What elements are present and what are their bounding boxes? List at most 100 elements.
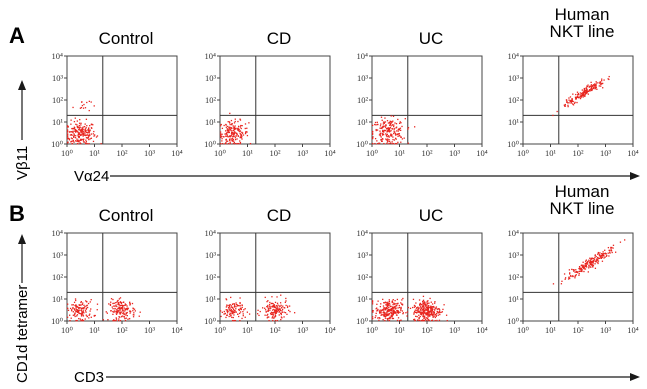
data-point: [234, 135, 236, 137]
data-point: [138, 315, 140, 317]
data-point: [124, 303, 126, 305]
data-point: [597, 257, 600, 259]
data-point: [94, 314, 96, 317]
plot-title: Human NKT line: [550, 5, 615, 41]
data-point: [385, 301, 387, 304]
data-point: [76, 315, 78, 317]
data-point: [393, 310, 395, 312]
data-point: [78, 133, 80, 135]
data-point: [225, 140, 228, 142]
data-point: [70, 140, 73, 143]
data-point: [577, 94, 579, 96]
data-point: [275, 311, 277, 313]
data-point: [401, 138, 404, 140]
data-point: [264, 296, 266, 299]
data-point: [221, 140, 223, 142]
data-point: [430, 305, 432, 307]
data-point: [76, 139, 79, 142]
data-point: [84, 318, 86, 320]
data-point: [589, 266, 591, 268]
data-point: [82, 133, 85, 135]
data-point: [425, 305, 427, 307]
data-point: [269, 301, 271, 304]
data-point: [389, 142, 392, 144]
data-point: [229, 135, 232, 137]
data-point: [226, 131, 229, 133]
data-point: [100, 142, 102, 145]
data-point: [125, 312, 127, 314]
data-point: [267, 309, 270, 311]
data-point: [382, 129, 384, 132]
data-point: [279, 308, 281, 311]
data-point: [584, 90, 586, 92]
data-point: [87, 136, 90, 138]
data-point: [598, 257, 601, 259]
data-point: [431, 303, 434, 305]
data-point: [237, 313, 239, 315]
data-point: [580, 268, 582, 271]
data-point: [225, 299, 228, 301]
data-point: [84, 107, 87, 109]
data-point: [585, 264, 587, 266]
data-point: [571, 268, 573, 271]
data-point: [230, 315, 232, 317]
data-point: [118, 306, 120, 309]
data-point: [235, 132, 237, 134]
data-point: [385, 307, 387, 309]
data-point: [388, 310, 390, 313]
data-point: [572, 269, 574, 271]
data-point: [386, 135, 388, 138]
data-point: [393, 311, 395, 313]
data-point: [372, 309, 374, 312]
data-point: [371, 300, 374, 302]
data-point: [266, 317, 268, 319]
data-point: [583, 89, 585, 91]
data-point: [72, 306, 74, 309]
data-point: [590, 87, 592, 90]
data-point: [392, 115, 395, 117]
data-point: [130, 310, 132, 313]
data-point: [271, 313, 273, 316]
data-point: [221, 127, 224, 130]
data-point: [386, 131, 388, 133]
data-point: [585, 264, 588, 266]
data-point: [577, 92, 580, 95]
data-point: [272, 314, 274, 316]
data-point: [89, 138, 91, 140]
data-point: [400, 303, 403, 305]
data-point: [431, 313, 433, 315]
data-point: [581, 264, 583, 266]
data-point: [427, 302, 429, 305]
data-point: [427, 312, 430, 314]
data-point: [237, 304, 240, 307]
data-point: [610, 248, 612, 250]
data-point: [110, 301, 112, 303]
data-point: [77, 306, 79, 308]
data-point: [587, 90, 590, 93]
data-point: [234, 142, 237, 145]
data-point: [242, 134, 245, 136]
data-point: [77, 310, 79, 312]
data-point: [74, 117, 76, 119]
data-point: [81, 318, 84, 321]
data-point: [386, 305, 389, 308]
x-tick-label: 10³: [600, 325, 612, 335]
data-point: [74, 129, 77, 131]
data-point: [424, 310, 426, 312]
data-point: [601, 82, 603, 85]
data-point: [589, 263, 591, 265]
data-point: [74, 304, 76, 307]
data-point: [420, 310, 422, 312]
data-point: [383, 131, 385, 133]
data-point: [79, 118, 81, 121]
data-point: [383, 121, 385, 123]
data-point: [403, 137, 405, 139]
data-point: [596, 258, 598, 260]
data-point: [387, 318, 389, 320]
plot-title-line: NKT line: [550, 22, 615, 41]
data-point: [385, 129, 387, 132]
x-tick-label: 10³: [449, 325, 461, 335]
data-point: [581, 94, 584, 97]
data-point: [619, 241, 622, 243]
